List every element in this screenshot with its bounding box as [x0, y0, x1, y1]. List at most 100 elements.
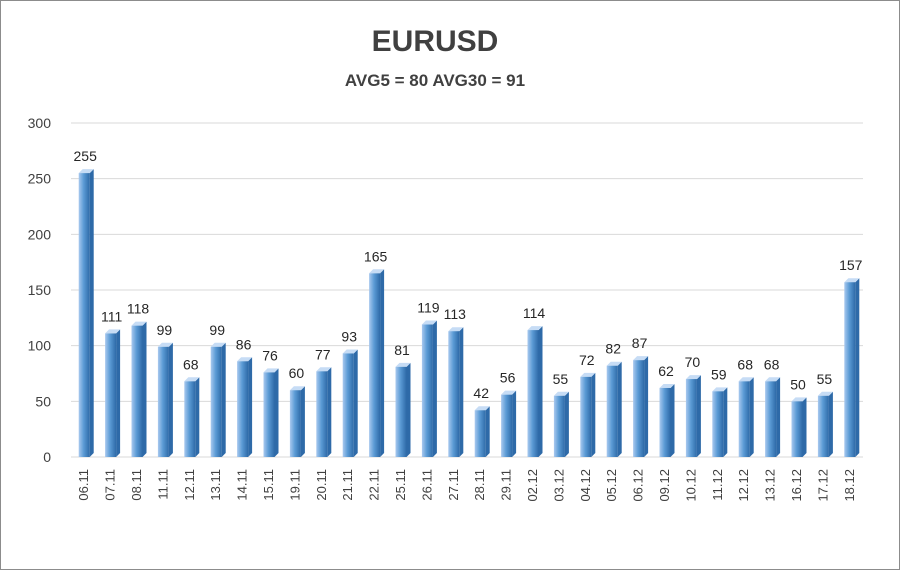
data-label: 113 — [444, 306, 467, 322]
bar — [474, 406, 490, 457]
data-label: 77 — [315, 346, 331, 362]
bar-side — [432, 320, 437, 457]
bar-top — [157, 342, 173, 347]
bar-top — [395, 362, 411, 367]
bar-front — [474, 410, 486, 457]
bar-front — [237, 361, 249, 457]
data-label: 165 — [364, 248, 388, 264]
data-label: 56 — [500, 370, 516, 386]
x-tick-label: 08.11 — [129, 469, 144, 501]
bar-front — [316, 371, 328, 457]
bar-side — [591, 372, 596, 457]
data-label: 50 — [790, 376, 806, 392]
bar-top — [580, 372, 596, 377]
bar-top — [501, 390, 517, 395]
x-tick-label: 19.11 — [287, 469, 302, 501]
x-tick-label: 14.11 — [235, 469, 250, 501]
bar-top — [316, 367, 332, 372]
bar-top — [633, 356, 649, 361]
x-tick-label: 10.12 — [683, 469, 698, 502]
x-tick-label: 09.12 — [657, 469, 672, 502]
data-label: 93 — [341, 328, 357, 344]
bar-side — [644, 356, 649, 457]
bar — [448, 327, 464, 457]
bar-front — [157, 346, 169, 457]
bar-side — [300, 386, 305, 457]
bar-side — [802, 397, 807, 457]
bar — [817, 391, 833, 457]
bar — [263, 368, 279, 457]
bar-side — [459, 327, 464, 457]
data-label: 114 — [523, 305, 546, 321]
x-tick-label: 05.12 — [604, 469, 619, 502]
bar-side — [617, 361, 622, 457]
bar — [184, 377, 200, 457]
bar-side — [855, 278, 860, 457]
bar-front — [395, 366, 407, 457]
bar-front — [210, 346, 222, 457]
bar-front — [263, 372, 275, 457]
data-label: 81 — [394, 342, 410, 358]
x-axis: 06.11 07.11 08.11 11.11 12.11 13.11 14.11 15.11… — [76, 469, 857, 502]
data-label: 55 — [553, 371, 569, 387]
bar-front — [78, 173, 90, 457]
bar-top — [184, 377, 200, 382]
bar-side — [274, 368, 279, 457]
bar-side — [89, 169, 94, 457]
y-tick-label: 100 — [28, 338, 52, 354]
x-tick-label: 27.11 — [446, 469, 461, 501]
x-tick-label: 17.12 — [815, 469, 830, 502]
bar — [316, 367, 332, 457]
bar-front — [659, 387, 671, 457]
data-label: 82 — [605, 341, 621, 357]
bar-top — [421, 320, 437, 325]
bar-front — [553, 395, 565, 457]
x-tick-label: 04.12 — [578, 469, 593, 502]
bar-front — [712, 391, 724, 457]
bar-top — [369, 269, 385, 274]
y-axis: 0 50 100 150 200 250 300 — [28, 115, 52, 465]
bar-side — [512, 390, 517, 457]
x-tick-label: 02.12 — [525, 469, 540, 502]
bar-top — [765, 377, 781, 382]
bar-side — [248, 357, 253, 457]
bar-side — [406, 362, 411, 457]
bar-side — [116, 329, 121, 457]
bar — [237, 357, 253, 457]
bar-top — [210, 342, 226, 347]
bar-top — [712, 387, 728, 392]
data-label: 87 — [632, 335, 648, 351]
bar-front — [105, 333, 117, 457]
bar-front — [131, 325, 143, 457]
bar — [765, 377, 781, 457]
bar-side — [696, 375, 701, 457]
bar-front — [606, 365, 618, 457]
bar-top — [606, 361, 622, 366]
bar-top — [342, 349, 358, 354]
data-label: 118 — [127, 301, 150, 317]
data-label: 255 — [74, 148, 98, 164]
data-label: 59 — [711, 366, 727, 382]
bar-top — [659, 383, 675, 388]
bar-side — [723, 387, 728, 457]
y-tick-label: 50 — [35, 393, 51, 409]
bar — [659, 383, 675, 457]
chart-title: EURUSD — [372, 25, 499, 58]
data-label: 60 — [289, 365, 305, 381]
x-tick-label: 07.11 — [103, 469, 118, 501]
bar — [131, 321, 147, 457]
data-label: 99 — [209, 322, 225, 338]
bar-top — [527, 326, 543, 331]
bar-side — [142, 321, 147, 457]
bar-front — [448, 331, 460, 457]
bar — [606, 361, 622, 457]
y-tick-label: 150 — [28, 282, 52, 298]
bar-top — [131, 321, 147, 326]
bar-front — [501, 394, 513, 457]
bar — [501, 390, 517, 457]
bar-top — [791, 397, 807, 402]
x-tick-label: 28.11 — [472, 469, 487, 501]
bar-top — [263, 368, 279, 373]
